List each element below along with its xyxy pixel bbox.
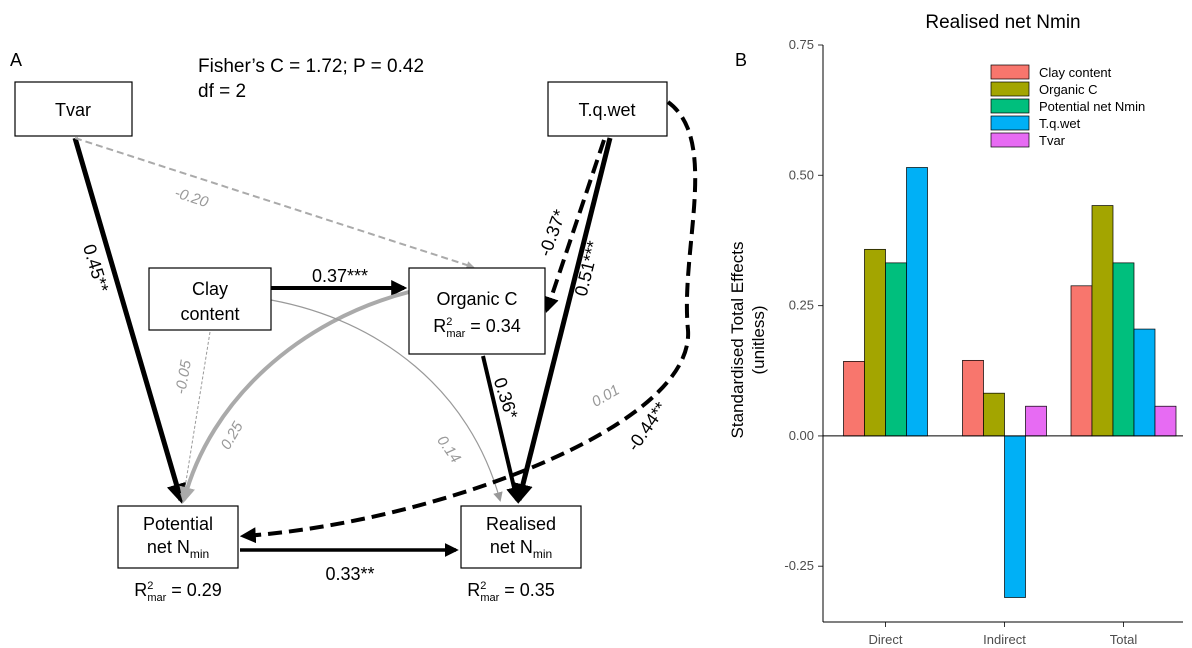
r2-sub: mar <box>147 592 166 604</box>
y-tick-label: -0.25 <box>784 558 814 573</box>
legend-swatch <box>990 115 1030 131</box>
node-box <box>117 505 239 569</box>
edge <box>74 137 475 269</box>
node-label-sub: min <box>533 547 552 561</box>
edge-label: 0.01 <box>589 381 623 410</box>
node-label-main: net N <box>490 537 533 557</box>
node-box <box>408 267 546 355</box>
edge <box>513 137 613 504</box>
chart-title: Realised net Nmin <box>925 12 1080 33</box>
legend-swatch <box>990 132 1030 148</box>
x-tick-label: Indirect <box>983 632 1026 647</box>
edge <box>180 331 211 502</box>
r2: R2 mar = 0.34 <box>433 316 521 340</box>
legend-label: Organic C <box>1039 82 1098 97</box>
node-box <box>148 267 272 331</box>
node-label: T.q.wet <box>578 100 635 120</box>
bar <box>1133 328 1156 437</box>
node-label-main: net N <box>147 537 190 557</box>
node-box <box>14 81 133 137</box>
r2-value: = 0.29 <box>171 580 222 600</box>
fit-statistic: df = 2 <box>198 81 246 102</box>
r2-sub: mar <box>480 592 499 604</box>
y-tick-label: 0.50 <box>789 167 814 182</box>
r2: R2 mar = 0.29 <box>134 580 222 604</box>
edge-label: -0.44** <box>623 398 671 455</box>
legend-label: Potential net Nmin <box>1039 99 1145 114</box>
edge <box>481 355 522 504</box>
edge-label: -0.05 <box>172 358 195 395</box>
panel-label: B <box>735 50 747 70</box>
legend-swatch <box>990 98 1030 114</box>
node-box <box>460 505 582 569</box>
legend-label: Clay content <box>1039 65 1112 80</box>
node-label-sub: min <box>190 547 209 561</box>
node-box <box>547 81 668 137</box>
node-label: net Nmin <box>490 537 552 561</box>
bar <box>1004 435 1026 598</box>
r2-value: = 0.34 <box>470 316 521 336</box>
legend-swatch <box>990 64 1030 80</box>
edge <box>179 290 410 504</box>
r2-sup: 2 <box>446 316 452 328</box>
y-tick-label: 0.25 <box>789 298 814 313</box>
bar <box>1091 205 1114 437</box>
panel-a: Tvar T.q.wet Clay content Organic C R2 ma… <box>10 50 698 604</box>
bar <box>1112 262 1135 437</box>
legend-label: Tvar <box>1039 133 1066 148</box>
bar <box>906 167 928 437</box>
edge-label: -0.20 <box>172 184 210 211</box>
y-tick-label: 0.75 <box>789 37 814 52</box>
r2-sup: 2 <box>147 580 153 592</box>
bar <box>1025 405 1047 437</box>
bar <box>843 361 865 437</box>
edge-label: 0.37*** <box>312 266 368 286</box>
node-label: Clay <box>192 279 228 299</box>
node-label: net Nmin <box>147 537 209 561</box>
edge <box>239 100 698 544</box>
legend-label: T.q.wet <box>1039 116 1081 131</box>
panel-b: B Realised net Nmin Standardised Total E… <box>728 12 1183 647</box>
panel-label: A <box>10 50 22 70</box>
y-tick-label: 0.00 <box>789 428 814 443</box>
bar <box>1154 405 1177 437</box>
bar <box>1070 285 1093 437</box>
bar <box>864 248 886 437</box>
edge-label: 0.14 <box>433 433 464 467</box>
node-label: Organic C <box>436 289 517 309</box>
edge-label: 0.33** <box>325 564 374 584</box>
node-label: content <box>180 304 239 324</box>
node-label: Realised <box>486 514 556 534</box>
y-axis-label: (unitless) <box>749 306 768 375</box>
edge <box>72 137 187 504</box>
r2-sub: mar <box>446 328 465 340</box>
edge-label: 0.25 <box>217 418 247 452</box>
x-tick-label: Direct <box>869 632 903 647</box>
node-label: Potential <box>143 514 213 534</box>
edge <box>543 139 606 314</box>
x-tick-label: Total <box>1110 632 1138 647</box>
node-label: Tvar <box>55 100 91 120</box>
r2-value: = 0.35 <box>504 580 555 600</box>
r2-symbol: R <box>467 580 480 600</box>
bar <box>885 262 907 437</box>
r2-symbol: R <box>433 316 446 336</box>
r2-symbol: R <box>134 580 147 600</box>
legend-swatch <box>990 81 1030 97</box>
r2: R2 mar = 0.35 <box>467 580 555 604</box>
fit-statistic: Fisher’s C = 1.72; P = 0.42 <box>198 56 424 77</box>
bar <box>983 392 1005 437</box>
y-axis-label: Standardised Total Effects <box>728 242 747 439</box>
bar <box>962 359 984 437</box>
edge <box>270 299 503 502</box>
r2-sup: 2 <box>480 580 486 592</box>
